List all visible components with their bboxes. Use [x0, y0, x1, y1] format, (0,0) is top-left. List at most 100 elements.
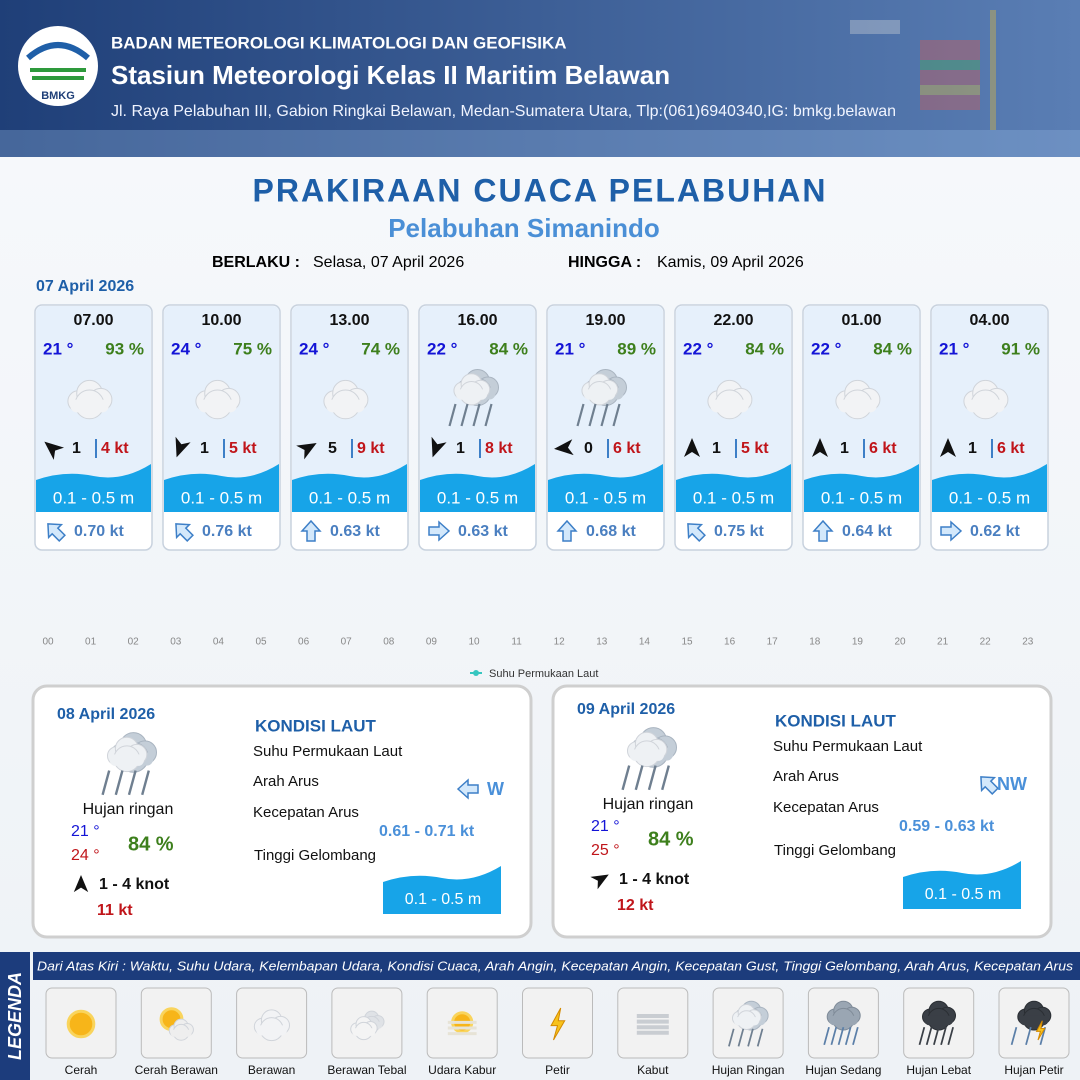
- rain-drop: [823, 1026, 830, 1046]
- wave: [932, 464, 1047, 512]
- weather-icon: [636, 1014, 669, 1035]
- hour-label: 02: [128, 637, 140, 648]
- weather-icon: [918, 1000, 956, 1046]
- rain-drop: [101, 770, 111, 796]
- time: 16.00: [457, 312, 497, 329]
- rain-drop: [747, 1028, 754, 1047]
- hour-label: 06: [298, 637, 310, 648]
- wind-arrow: [296, 443, 317, 460]
- temp-max: 25 °: [591, 842, 620, 859]
- humidity: 74 %: [361, 339, 400, 358]
- weather-icon: [253, 1009, 291, 1042]
- current-arrow: [556, 519, 578, 542]
- temperature: 24 °: [299, 339, 330, 358]
- wave-height: 0.1 - 0.5 m: [437, 488, 518, 507]
- cloud-base: [109, 754, 144, 766]
- wave-height: 0.1 - 0.5 m: [53, 488, 134, 507]
- legend-label: Hujan Ringan: [712, 1063, 785, 1077]
- time: 10.00: [201, 312, 241, 329]
- rain-drop: [737, 1028, 745, 1047]
- hour-label: 20: [894, 637, 906, 648]
- gust: 4 kt: [101, 440, 129, 457]
- rain-drop: [127, 770, 137, 796]
- sun: [66, 1009, 96, 1039]
- weather-icon: [823, 1000, 861, 1046]
- gust: 6 kt: [997, 440, 1025, 457]
- hour-label: 03: [170, 637, 182, 648]
- wind-speed: 1: [456, 440, 465, 457]
- cloud-base: [326, 399, 365, 413]
- current-speed-label: Kecepatan Arus: [253, 804, 359, 821]
- wave: [676, 464, 791, 512]
- wave-label: Tinggi Gelombang: [254, 847, 376, 864]
- wind-speed: 1: [840, 440, 849, 457]
- day-gust: 11 kt: [97, 902, 133, 919]
- temp-min: 21 °: [591, 818, 620, 835]
- bolt: [1035, 1020, 1046, 1041]
- legend-label: Kabut: [637, 1063, 669, 1077]
- org-name: BADAN METEOROLOGI KLIMATOLOGI DAN GEOFIS…: [111, 33, 567, 52]
- header-band: [0, 0, 1080, 157]
- wave-height: 0.1 - 0.5 m: [821, 488, 902, 507]
- sst-legend-dot: [473, 670, 479, 676]
- legend-bar: [33, 952, 1080, 980]
- rain-drop: [852, 1026, 859, 1046]
- subtitle: Pelabuhan Simanindo: [388, 213, 660, 243]
- rain-drop: [484, 403, 493, 427]
- day-wind: 1 - 4 knot: [99, 876, 170, 893]
- cloud-base: [629, 749, 664, 761]
- weather-icon: [66, 1009, 96, 1039]
- wind-arrow: [44, 441, 65, 460]
- wind-speed: 1: [712, 440, 721, 457]
- from-label: BERLAKU :: [212, 254, 300, 271]
- day-wind: 1 - 4 knot: [619, 871, 690, 888]
- wave-height: 0.1 - 0.5 m: [693, 488, 774, 507]
- humidity: 75 %: [233, 339, 272, 358]
- cloud-base: [829, 1015, 858, 1026]
- rain-drop: [647, 765, 657, 791]
- wave-height: 0.1 - 0.5 m: [565, 488, 646, 507]
- weather-icon: [101, 732, 157, 796]
- logo-lines: [30, 68, 86, 80]
- current-dir-label: Arah Arus: [253, 773, 319, 790]
- cloud-base: [710, 399, 749, 413]
- hour-label: 07: [341, 637, 353, 648]
- time: 04.00: [969, 312, 1009, 329]
- wave: [903, 861, 1021, 909]
- logo-text: BMKG: [41, 90, 75, 102]
- current-arrow: [980, 776, 999, 795]
- hour-label: 12: [554, 637, 566, 648]
- humidity: 89 %: [617, 339, 656, 358]
- hour-label: 08: [383, 637, 395, 648]
- humidity: 93 %: [105, 339, 144, 358]
- rain-drop: [940, 1026, 947, 1046]
- rain-drop: [933, 1026, 940, 1046]
- wind-arrow: [812, 438, 828, 457]
- current-arrow: [812, 519, 834, 542]
- legend-label: Hujan Lebat: [906, 1063, 971, 1077]
- legend-label: Hujan Sedang: [805, 1063, 881, 1077]
- rain-drop: [947, 1026, 954, 1046]
- wave: [292, 464, 407, 512]
- weather-icon: [67, 379, 113, 420]
- gust: 8 kt: [485, 440, 513, 457]
- title: PRAKIRAAN CUACA PELABUHAN: [252, 172, 827, 208]
- rain-drop: [844, 1026, 852, 1046]
- time: 01.00: [841, 312, 881, 329]
- weather-icon: [447, 1011, 477, 1036]
- time: 07.00: [73, 312, 113, 329]
- current-arrow: [47, 523, 66, 542]
- condition: Hujan ringan: [83, 801, 174, 818]
- gust: 9 kt: [357, 440, 385, 457]
- cloud-base: [734, 1017, 759, 1026]
- current-speed: 0.63 kt: [458, 523, 508, 540]
- weather-icon: [707, 379, 753, 420]
- current-speed: 0.63 kt: [330, 523, 380, 540]
- legend-description: Dari Atas Kiri : Waktu, Suhu Udara, Kele…: [37, 958, 1074, 973]
- day-panel: [31, 684, 533, 939]
- sst-label: Suhu Permukaan Laut: [253, 743, 403, 760]
- day-wave: 0.1 - 0.5 m: [925, 886, 1001, 903]
- wind-arrow: [73, 875, 89, 893]
- time: 22.00: [713, 312, 753, 329]
